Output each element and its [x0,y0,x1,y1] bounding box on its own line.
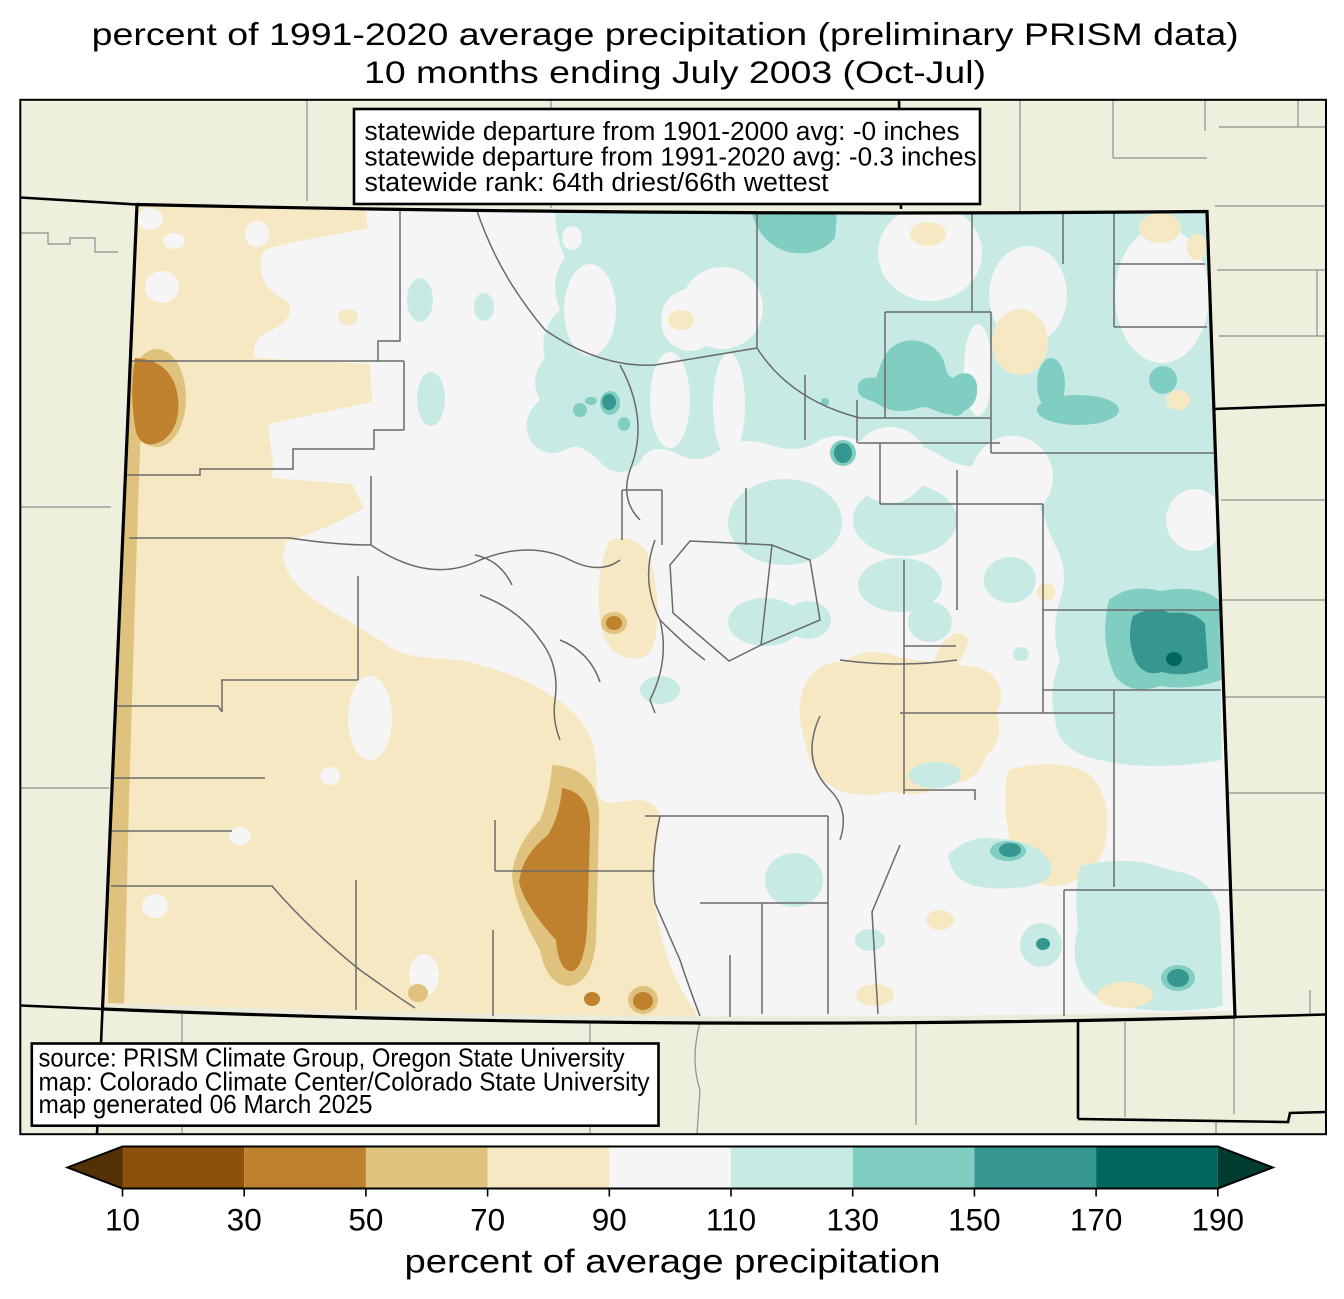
svg-text:90: 90 [592,1201,627,1237]
svg-text:map: Colorado Climate Center/C: map: Colorado Climate Center/Colorado St… [39,1068,650,1096]
svg-text:10: 10 [105,1201,140,1237]
svg-text:statewide departure from 1901-: statewide departure from 1901-2000 avg: … [365,116,960,146]
svg-text:statewide rank: 64th driest/66: statewide rank: 64th driest/66th wettest [365,167,830,197]
svg-text:30: 30 [227,1201,262,1237]
svg-text:110: 110 [706,1201,756,1237]
svg-text:130: 130 [826,1201,879,1237]
svg-text:percent of 1991-2020 average p: percent of 1991-2020 average precipitati… [92,16,1239,52]
svg-text:170: 170 [1070,1201,1123,1237]
svg-text:percent of average precipitati: percent of average precipitation [405,1243,941,1280]
svg-text:source: PRISM Climate Group, O: source: PRISM Climate Group, Oregon Stat… [39,1044,625,1072]
svg-text:150: 150 [948,1201,1001,1237]
svg-text:70: 70 [470,1201,505,1237]
svg-text:190: 190 [1192,1201,1245,1237]
svg-text:map generated 06 March 2025: map generated 06 March 2025 [39,1091,373,1119]
svg-text:50: 50 [348,1201,383,1237]
svg-text:10 months ending July 2003 (Oc: 10 months ending July 2003 (Oct-Jul) [364,54,986,90]
svg-text:statewide departure from 1991-: statewide departure from 1991-2020 avg: … [365,141,977,171]
